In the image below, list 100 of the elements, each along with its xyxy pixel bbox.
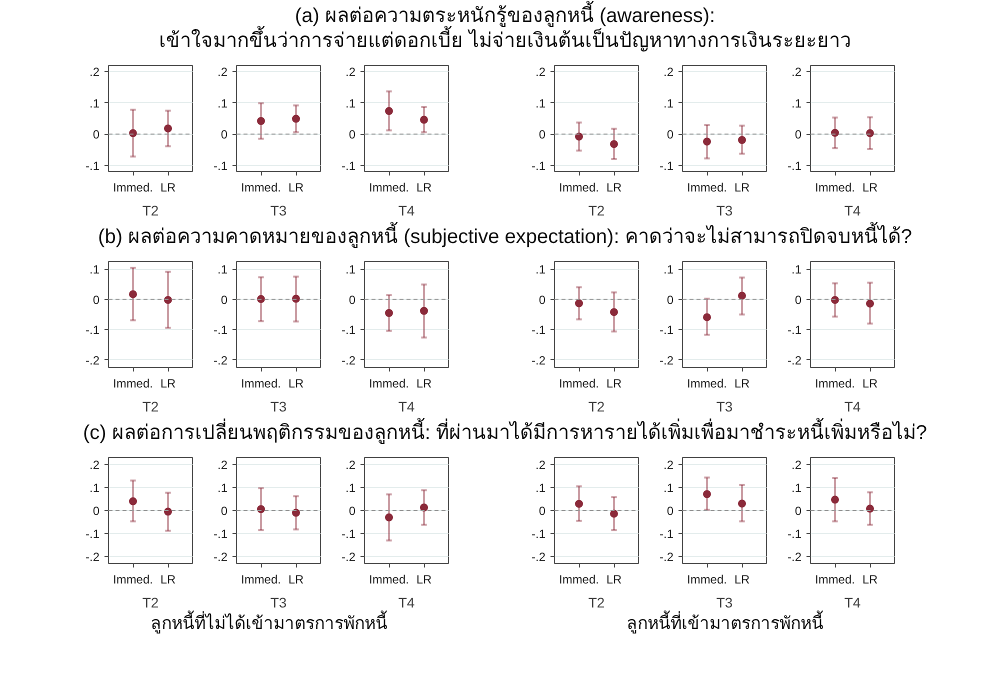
y-tick-label: -.1 xyxy=(341,323,356,338)
y-tick-label: .1 xyxy=(535,480,546,495)
x-tick-label: Immed. xyxy=(368,376,410,390)
y-tick-label: .1 xyxy=(217,96,228,110)
y-tick-label: .1 xyxy=(663,262,674,277)
x-axis-title: T2 xyxy=(588,594,605,610)
x-tick-label: Immed. xyxy=(240,572,282,586)
y-tick-label: 0 xyxy=(92,128,100,142)
y-tick-label: 0 xyxy=(348,504,356,518)
y-tick-label: 0 xyxy=(666,128,674,142)
x-tick-label: Immed. xyxy=(368,180,410,194)
y-tick-label: -.2 xyxy=(213,353,228,368)
x-tick-label: LR xyxy=(606,572,622,586)
x-tick-label: Immed. xyxy=(112,572,154,586)
x-tick-label: Immed. xyxy=(686,376,728,390)
y-tick-label: .2 xyxy=(791,65,802,80)
y-tick-label: -.1 xyxy=(531,158,546,173)
y-tick-label: .1 xyxy=(89,262,100,277)
y-tick-label: -.1 xyxy=(213,158,228,173)
y-tick-label: 0 xyxy=(348,128,356,142)
x-axis-title: T4 xyxy=(844,202,861,218)
y-tick-label: -.2 xyxy=(341,353,356,368)
y-tick-label: 0 xyxy=(794,128,802,142)
x-tick-label: LR xyxy=(606,180,622,194)
y-tick-label: .1 xyxy=(89,480,100,495)
y-tick-label: 0 xyxy=(220,128,228,142)
y-tick-label: .2 xyxy=(663,458,674,472)
x-axis-title: T3 xyxy=(716,202,733,218)
y-tick-label: .1 xyxy=(345,96,356,110)
y-tick-label: -.1 xyxy=(341,158,356,173)
y-tick-label: -.2 xyxy=(341,550,356,564)
y-tick-label: -.2 xyxy=(85,550,100,564)
x-tick-label: LR xyxy=(288,572,304,586)
x-tick-label: Immed. xyxy=(240,376,282,390)
x-tick-label: LR xyxy=(862,376,878,390)
y-tick-label: .2 xyxy=(345,65,356,80)
y-tick-label: -.1 xyxy=(213,323,228,338)
y-tick-label: .1 xyxy=(535,96,546,110)
y-tick-label: -.1 xyxy=(341,527,356,542)
y-tick-label: -.1 xyxy=(85,527,100,542)
y-tick-label: .1 xyxy=(345,480,356,495)
x-tick-label: LR xyxy=(416,376,432,390)
y-tick-label: .2 xyxy=(89,458,100,472)
x-tick-label: LR xyxy=(862,572,878,586)
y-tick-label: .2 xyxy=(663,65,674,80)
x-axis-title: T4 xyxy=(398,398,415,414)
x-tick-label: Immed. xyxy=(814,376,856,390)
y-tick-label: .1 xyxy=(535,262,546,277)
y-tick-label: -.1 xyxy=(787,323,802,338)
y-tick-label: .2 xyxy=(535,458,546,472)
y-tick-label: -.2 xyxy=(531,550,546,564)
x-tick-label: Immed. xyxy=(558,376,600,390)
y-tick-label: -.1 xyxy=(787,527,802,542)
x-tick-label: Immed. xyxy=(240,180,282,194)
y-tick-label: .2 xyxy=(791,458,802,472)
y-tick-label: 0 xyxy=(666,504,674,518)
y-tick-label: .2 xyxy=(217,65,228,80)
x-tick-label: Immed. xyxy=(558,572,600,586)
y-tick-label: -.2 xyxy=(531,353,546,368)
y-tick-label: .2 xyxy=(217,458,228,472)
y-tick-label: -.1 xyxy=(531,323,546,338)
x-axis-title: T3 xyxy=(270,202,287,218)
y-tick-label: .2 xyxy=(345,458,356,472)
y-tick-label: -.1 xyxy=(531,527,546,542)
x-tick-label: Immed. xyxy=(814,180,856,194)
x-axis-title: T4 xyxy=(398,594,415,610)
y-tick-label: -.2 xyxy=(85,353,100,368)
y-tick-label: -.1 xyxy=(213,527,228,542)
y-tick-label: .2 xyxy=(535,65,546,80)
x-tick-label: LR xyxy=(862,180,878,194)
y-tick-label: 0 xyxy=(220,292,228,307)
x-tick-label: Immed. xyxy=(112,376,154,390)
x-axis-title: T4 xyxy=(844,594,861,610)
x-tick-label: LR xyxy=(160,180,176,194)
y-tick-label: -.2 xyxy=(213,550,228,564)
y-tick-label: 0 xyxy=(538,292,546,307)
y-tick-label: -.2 xyxy=(787,550,802,564)
y-tick-label: 0 xyxy=(538,504,546,518)
y-tick-label: 0 xyxy=(666,292,674,307)
y-tick-label: .1 xyxy=(791,262,802,277)
x-axis-title: T3 xyxy=(716,594,733,610)
x-axis-title: T2 xyxy=(588,398,605,414)
y-tick-label: 0 xyxy=(92,292,100,307)
y-tick-label: 0 xyxy=(538,128,546,142)
x-tick-label: LR xyxy=(416,180,432,194)
y-tick-label: -.1 xyxy=(787,158,802,173)
y-tick-label: -.1 xyxy=(659,158,674,173)
x-tick-label: LR xyxy=(160,376,176,390)
y-tick-label: .1 xyxy=(217,262,228,277)
x-axis-title: T4 xyxy=(844,398,861,414)
y-tick-label: -.2 xyxy=(659,550,674,564)
y-tick-label: .2 xyxy=(89,65,100,80)
x-tick-label: LR xyxy=(734,180,750,194)
x-tick-label: LR xyxy=(160,572,176,586)
x-tick-label: Immed. xyxy=(368,572,410,586)
x-tick-label: LR xyxy=(416,572,432,586)
x-axis-title: T2 xyxy=(588,202,605,218)
x-axis-title: T3 xyxy=(270,398,287,414)
y-tick-label: -.1 xyxy=(85,323,100,338)
y-tick-label: -.1 xyxy=(659,527,674,542)
